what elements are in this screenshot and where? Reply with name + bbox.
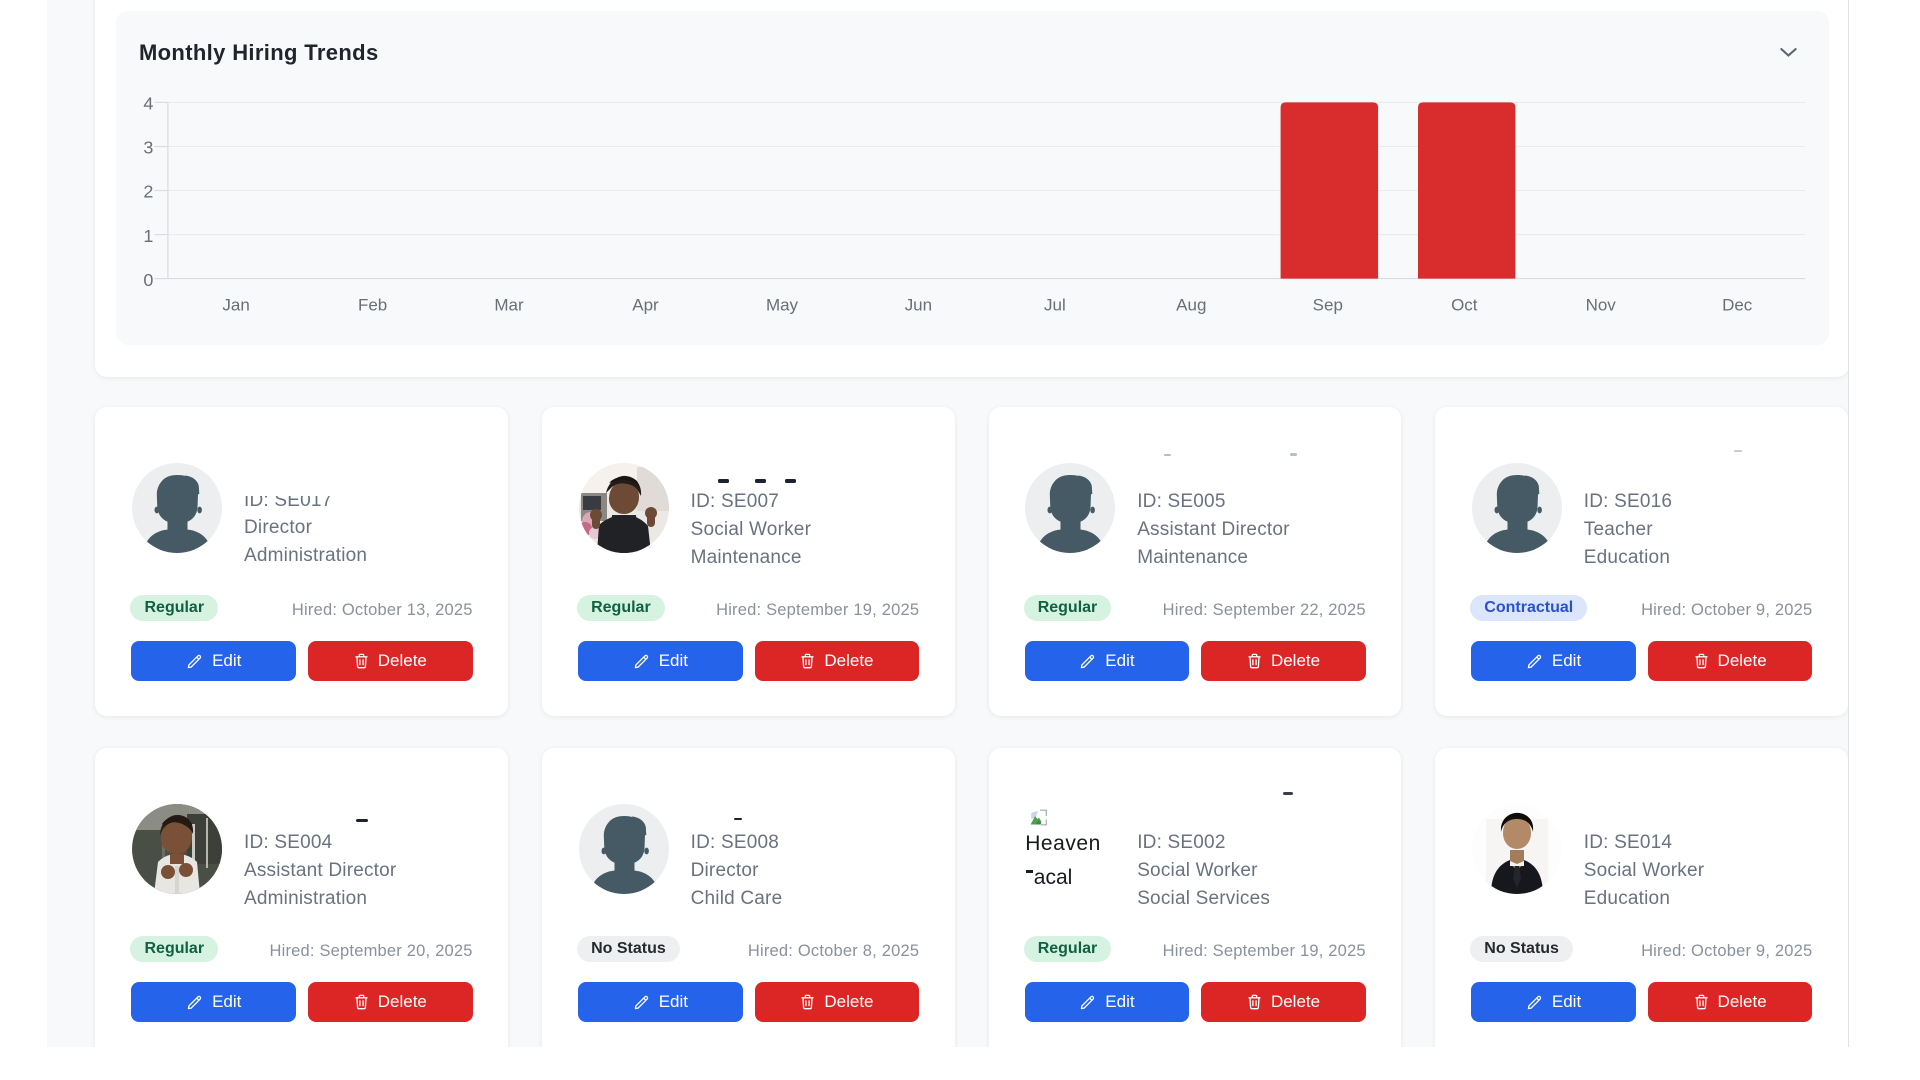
svg-text:May: May (766, 295, 799, 314)
svg-text:Jan: Jan (222, 295, 249, 314)
svg-text:Sep: Sep (1312, 295, 1342, 314)
svg-text:Jun: Jun (904, 295, 931, 314)
svg-text:Apr: Apr (632, 295, 659, 314)
svg-text:Mar: Mar (494, 295, 524, 314)
svg-text:1: 1 (143, 226, 153, 246)
svg-text:Aug: Aug (1176, 295, 1206, 314)
svg-text:2: 2 (143, 182, 153, 202)
svg-text:3: 3 (143, 138, 153, 158)
svg-text:0: 0 (143, 270, 153, 290)
svg-text:Jul: Jul (1044, 295, 1066, 314)
svg-text:Oct: Oct (1451, 295, 1478, 314)
svg-text:Dec: Dec (1722, 295, 1753, 314)
svg-text:Nov: Nov (1585, 295, 1616, 314)
svg-text:4: 4 (143, 94, 153, 114)
svg-text:Feb: Feb (358, 295, 387, 314)
